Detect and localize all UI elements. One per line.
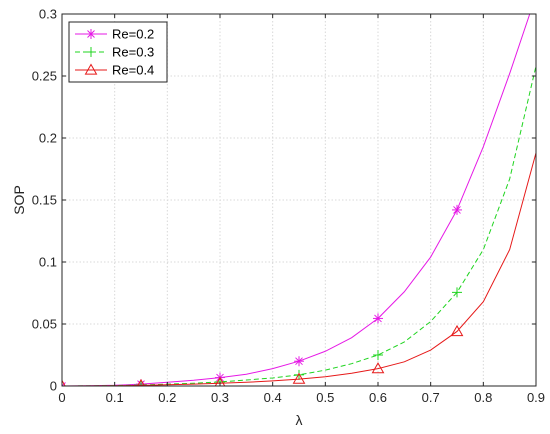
marker-stroke (453, 206, 461, 214)
x-tick-label: 0.9 (527, 390, 545, 405)
data-point (294, 369, 304, 380)
data-point (373, 313, 383, 324)
data-point (452, 204, 462, 215)
marker-stroke (87, 30, 95, 38)
marker-shape (136, 378, 146, 386)
y-tick-label: 0.05 (32, 317, 57, 332)
legend-label: Re=0.2 (112, 27, 154, 42)
marker-shape (371, 362, 385, 374)
y-tick-label: 0.3 (39, 7, 57, 22)
y-tick-label: 0.25 (32, 69, 57, 84)
x-tick-label: 0 (58, 390, 65, 405)
x-tick-label: 0.5 (316, 390, 334, 405)
x-tick-label: 0.6 (369, 390, 387, 405)
marker-shape (292, 372, 306, 384)
marker-shape (214, 376, 226, 386)
legend-marker (86, 29, 96, 39)
marker-shape (62, 379, 66, 386)
x-tick-label: 0.2 (158, 390, 176, 405)
data-point (371, 362, 385, 374)
data-point (450, 324, 464, 337)
axis-ticks: 0 0.1 0.2 0.3 0.4 0.5 0.6 0.7 0.8 0.9 0 0.05 0.1 0.15… (32, 7, 545, 406)
legend-label: Re=0.4 (112, 63, 154, 78)
data-point (136, 378, 146, 386)
series-3 (62, 152, 536, 386)
legend-marker (86, 47, 96, 57)
y-tick-label: 0.1 (39, 255, 57, 270)
legend: Re=0.2 Re=0.3 Re=0.4 (68, 21, 168, 83)
data-point (294, 356, 304, 367)
legend-label: Re=0.3 (112, 45, 154, 60)
legend-marker (84, 63, 98, 75)
x-axis-label: λ (296, 412, 303, 428)
x-tick-label: 0.1 (106, 390, 124, 405)
x-tick-label: 0.4 (264, 390, 282, 405)
y-axis-label: SOP (11, 185, 27, 215)
marker-shape (450, 324, 464, 337)
x-tick-label: 0.3 (211, 390, 229, 405)
data-point (62, 379, 66, 386)
y-tick-label: 0 (50, 379, 57, 394)
data-point (452, 287, 462, 298)
marker-stroke (374, 314, 382, 323)
y-tick-label: 0.2 (39, 131, 57, 146)
data-point (292, 372, 306, 384)
series-line (62, 152, 536, 386)
marker-shape (84, 63, 98, 75)
data-point (214, 376, 226, 386)
y-tick-label: 0.15 (32, 193, 57, 208)
grid-lines (62, 14, 536, 386)
data-point (373, 350, 383, 360)
x-tick-label: 0.8 (474, 390, 492, 405)
marker-stroke (295, 357, 303, 366)
x-tick-label: 0.7 (422, 390, 440, 405)
series-layer (62, 14, 536, 386)
